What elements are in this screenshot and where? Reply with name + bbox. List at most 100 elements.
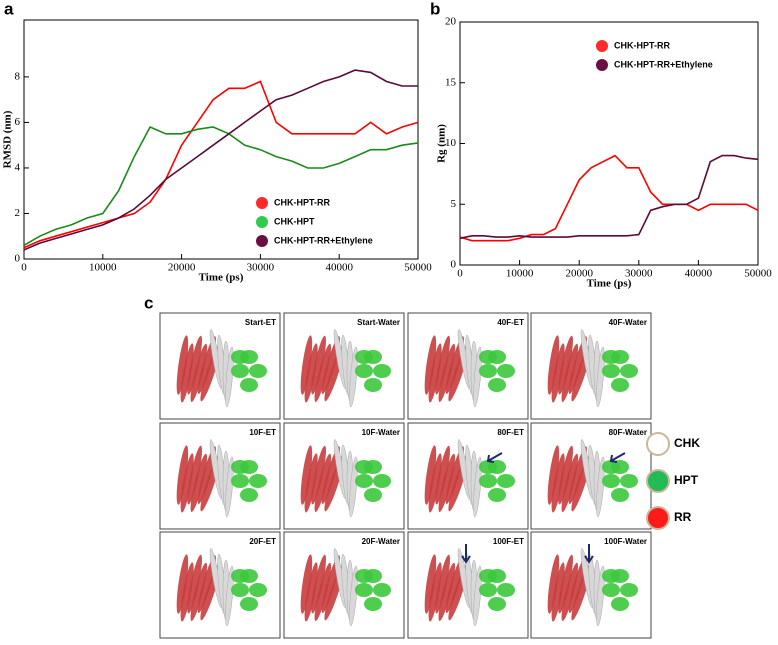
- legend-marker: [256, 235, 268, 247]
- arrow: [584, 544, 594, 564]
- domain-hpt: [231, 583, 249, 597]
- legend-marker: [256, 197, 268, 209]
- domain-hpt: [611, 569, 629, 583]
- panel-title: 100F-Water: [604, 537, 647, 546]
- panel-title: 80F-Water: [609, 428, 647, 437]
- y-tick-label: 6: [15, 116, 21, 128]
- legend-label: CHK: [674, 436, 700, 450]
- helix-rr: [300, 335, 313, 395]
- helix-rr: [176, 335, 189, 395]
- helix-rr: [558, 445, 573, 505]
- x-tick-label: 50000: [744, 268, 772, 280]
- domain-hpt: [249, 583, 267, 597]
- helix-chk: [349, 456, 358, 518]
- domain-hpt: [479, 364, 497, 378]
- helix-rr: [314, 453, 332, 512]
- x-axis-title: Time (ps): [587, 278, 632, 290]
- arrow: [609, 452, 626, 463]
- panel-title: 40F-Water: [609, 318, 647, 327]
- helix-rr: [176, 445, 189, 505]
- domain-hpt: [240, 460, 258, 474]
- helix-rr: [304, 562, 318, 622]
- helix-chk: [596, 456, 605, 518]
- panel-title: 100F-ET: [493, 537, 524, 546]
- helix-rr: [424, 554, 437, 614]
- helix-rr: [304, 343, 318, 403]
- series-line: [23, 80, 419, 249]
- panel-title: Start-ET: [245, 318, 276, 327]
- domain-hpt: [364, 350, 382, 364]
- helix-rr: [547, 554, 560, 614]
- helix-rr: [435, 445, 450, 505]
- legend-marker: [646, 506, 670, 530]
- panel-label: c: [144, 293, 153, 312]
- domain-hpt: [240, 378, 258, 392]
- helix-rr: [428, 562, 442, 622]
- panel-title: 10F-ET: [249, 428, 276, 437]
- x-tick-label: 20000: [565, 268, 593, 280]
- helix-rr: [435, 554, 450, 614]
- legend-label: CHK-HPT-RR+Ethylene: [614, 59, 713, 69]
- domain-hpt: [240, 569, 258, 583]
- domain-hpt: [620, 583, 638, 597]
- plot-frame: [23, 19, 419, 260]
- x-tick-label: 10000: [89, 262, 117, 274]
- series-line: [459, 154, 759, 242]
- domain-hpt: [497, 583, 515, 597]
- helix-chk: [596, 565, 605, 627]
- helix-chk: [225, 456, 234, 518]
- structure-panel: 80F-Water: [530, 422, 652, 530]
- helix-rr: [180, 453, 194, 513]
- helix-rr: [187, 335, 202, 395]
- y-tick-label: 10: [445, 137, 457, 149]
- helix-rr: [435, 335, 450, 395]
- panel-label: b: [430, 0, 440, 18]
- helix-rr: [561, 343, 579, 402]
- y-tick-label: 8: [15, 70, 21, 82]
- y-tick-label: 0: [15, 253, 21, 265]
- arrow: [486, 452, 503, 463]
- y-tick-label: 15: [445, 76, 457, 88]
- helix-rr: [428, 453, 442, 513]
- legend-label: CHK-HPT-RR+Ethylene: [274, 235, 373, 245]
- domain-hpt: [488, 350, 506, 364]
- domain-hpt: [602, 474, 620, 488]
- domain-hpt: [373, 583, 391, 597]
- helix-chk: [596, 346, 605, 408]
- legend-label: RR: [674, 510, 692, 524]
- legend-marker: [646, 432, 670, 456]
- helix-rr: [190, 562, 208, 621]
- panel-title: 80F-ET: [497, 428, 524, 437]
- y-tick-label: 2: [15, 207, 21, 219]
- domain-hpt: [231, 364, 249, 378]
- x-tick-label: 20000: [168, 262, 196, 274]
- domain-hpt: [488, 569, 506, 583]
- helix-rr: [300, 445, 313, 505]
- helix-rr: [314, 343, 332, 402]
- y-tick-label: 4: [15, 161, 21, 173]
- structure-panel: 10F-ET: [159, 422, 281, 530]
- domain-hpt: [364, 378, 382, 392]
- plot-frame: [459, 21, 759, 266]
- helix-rr: [558, 554, 573, 614]
- helix-chk: [473, 456, 482, 518]
- helix-rr: [190, 343, 208, 402]
- legend-label: CHK-HPT-RR: [614, 40, 670, 50]
- legend-marker: [646, 469, 670, 493]
- helix-rr: [551, 453, 565, 513]
- helix-chk: [225, 346, 234, 408]
- structure-panel: 40F-Water: [530, 312, 652, 420]
- domain-hpt: [355, 583, 373, 597]
- helix-rr: [438, 343, 456, 402]
- domain-hpt: [240, 488, 258, 502]
- domain-hpt: [479, 474, 497, 488]
- domain-hpt: [620, 364, 638, 378]
- helix-rr: [551, 343, 565, 403]
- structure-panel: Start-ET: [159, 312, 281, 420]
- legend-label: CHK-HPT: [274, 216, 315, 226]
- domain-hpt: [249, 364, 267, 378]
- helix-rr: [438, 562, 456, 621]
- helix-rr: [547, 335, 560, 395]
- structure-panel: 80F-ET: [407, 422, 529, 530]
- helix-rr: [180, 343, 194, 403]
